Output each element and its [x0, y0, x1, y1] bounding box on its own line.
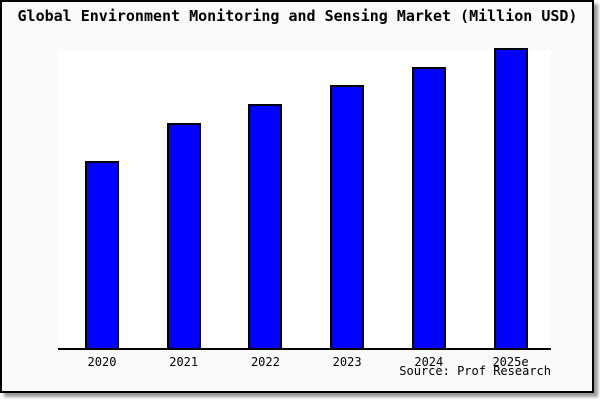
bar-2025e — [493, 48, 528, 348]
x-tick-label-2024: 2024 — [414, 355, 444, 369]
x-tick-label-2020: 2020 — [87, 355, 117, 369]
x-tick-label-2021: 2021 — [169, 355, 199, 369]
bar-2023 — [330, 84, 365, 348]
source-note: Source: Prof Research — [399, 364, 551, 378]
bar-2022 — [248, 103, 283, 348]
bar-2020 — [85, 160, 119, 348]
chart-title: Global Environment Monitoring and Sensin… — [17, 7, 578, 25]
bar-2021 — [166, 122, 201, 348]
x-tick-label-2022: 2022 — [250, 355, 280, 369]
plot-area — [58, 48, 551, 350]
bar-2024 — [411, 66, 446, 348]
x-tick-label-2025e: 2025e — [492, 355, 529, 369]
x-tick-label-2023: 2023 — [332, 355, 362, 369]
